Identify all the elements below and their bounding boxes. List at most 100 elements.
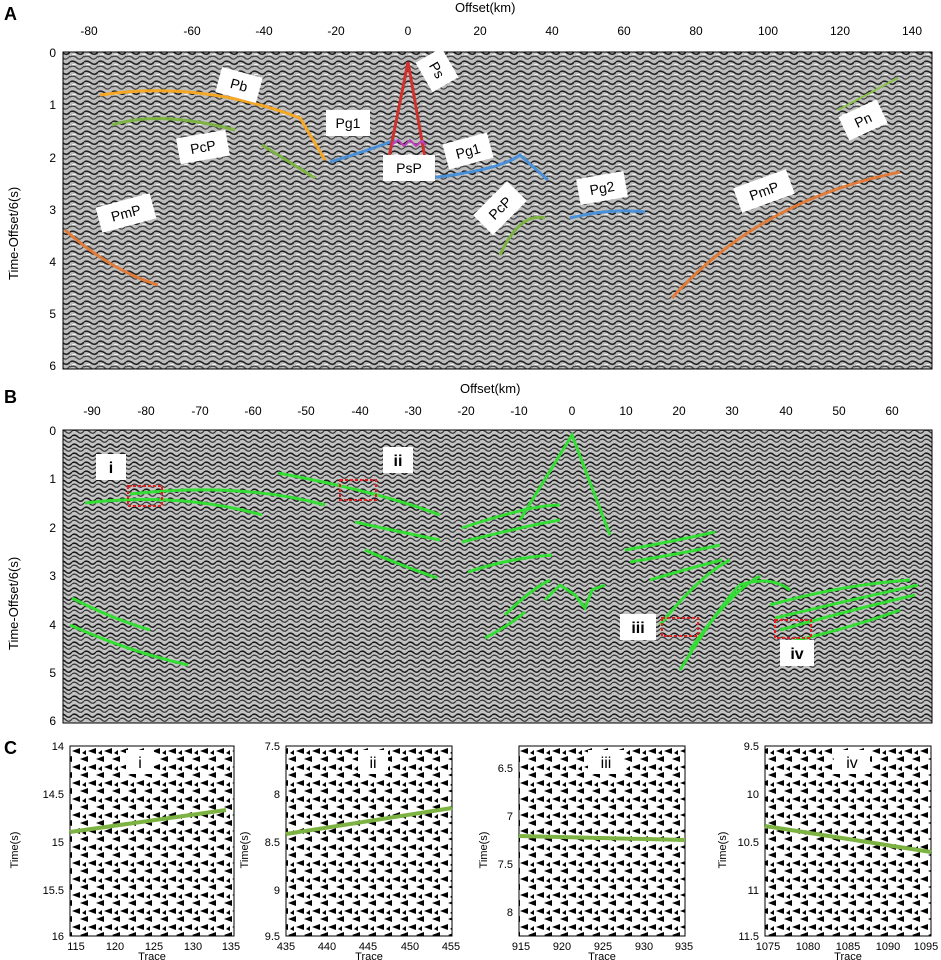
b-pick: [69, 623, 189, 667]
ps-curve: [386, 61, 430, 176]
c-xtick: 440: [318, 941, 336, 953]
c-xtitle: Trace: [834, 951, 862, 960]
c-xtick: 1075: [756, 941, 780, 953]
c-xtick: 135: [222, 941, 240, 953]
subpanel-iv: iv 9.5 10 10.5 11 11.5 1075 1080 1085 10…: [717, 741, 938, 960]
box-i: [127, 485, 163, 507]
b-xtick: -30: [404, 404, 422, 418]
b-pick: [769, 578, 911, 607]
c-ytick: 14: [52, 741, 64, 753]
c-xtick: 1090: [876, 941, 900, 953]
label-psp: PsP: [396, 160, 422, 176]
pg1-curve-right: [429, 153, 549, 182]
panel-b-letter: B: [4, 387, 17, 407]
c-ytick: 10: [747, 789, 759, 801]
c-xtick: 120: [106, 941, 124, 953]
box-ii: [339, 479, 377, 501]
b-pick: [543, 583, 606, 612]
b-xtick: 60: [885, 404, 899, 418]
box-iii: [661, 617, 699, 637]
a-xtick: 60: [617, 24, 631, 38]
c-ytick: 8: [507, 907, 513, 919]
a-xtick: -60: [183, 24, 201, 38]
a-ytick: 3: [49, 203, 56, 217]
b-xtick: 50: [832, 404, 846, 418]
a-xtick: -40: [255, 24, 273, 38]
c-ytick: 10.5: [738, 837, 759, 849]
panel-c-plots: i 14 14.5 15 15.5 16 115 120 125 130 135…: [9, 741, 938, 960]
a-ytick: 6: [49, 359, 56, 373]
a-ytick: 0: [49, 46, 56, 60]
panel-a-x-title: Offset(km): [455, 0, 516, 15]
pcp-curve-left: [111, 117, 236, 132]
c-ytick: 8.5: [265, 837, 280, 849]
panel-b-x-title: Offset(km): [460, 381, 521, 396]
c-ytick: 7: [507, 811, 513, 823]
pb-curve: [99, 89, 327, 161]
c-xtick: 125: [145, 941, 163, 953]
c-xtick: 930: [635, 941, 653, 953]
c-ytitle: Time(s): [239, 832, 251, 869]
b-ytick: 6: [49, 714, 56, 728]
b-pick: [658, 558, 731, 626]
b-xtick: -90: [83, 404, 101, 418]
pcp-curve-right: [498, 215, 546, 256]
pmp-curve-left: [64, 228, 159, 287]
c-pick-line: [518, 834, 686, 842]
c-xtick: 1095: [914, 941, 938, 953]
c-xtick: 445: [359, 941, 377, 953]
c-ytick: 11.5: [738, 931, 759, 943]
b-xtick: -50: [297, 404, 315, 418]
c-ytick: 9: [274, 885, 280, 897]
c-xtick: 115: [67, 941, 85, 953]
c-ytitle: Time(s): [9, 832, 21, 869]
a-xtick: 100: [758, 24, 778, 38]
c-label-iv: iv: [846, 755, 858, 772]
label-pn: Pn: [852, 109, 874, 131]
label-pcp-left: PcP: [189, 137, 217, 157]
c-xtick: 435: [277, 941, 295, 953]
pcp-curve-left2: [261, 143, 316, 180]
c-ytick: 9.5: [265, 931, 280, 943]
label-pb: Pb: [229, 75, 250, 95]
c-label-iii: iii: [601, 755, 612, 772]
a-ytick: 5: [49, 307, 56, 321]
c-ytick: 8: [274, 789, 280, 801]
label-pg2: Pg2: [588, 178, 616, 198]
a-xtick: 80: [689, 24, 703, 38]
c-xtitle: Trace: [355, 951, 383, 960]
b-pick: [774, 583, 919, 620]
b-ytick: 0: [49, 424, 56, 438]
c-xtick: 915: [512, 941, 530, 953]
b-xtick: -40: [351, 404, 369, 418]
b-pick: [71, 596, 151, 632]
c-ytick: 11: [748, 885, 759, 897]
a-xtick: -80: [80, 24, 98, 38]
panel-c-letter: C: [4, 738, 17, 758]
b-xtick: -70: [191, 404, 209, 418]
b-pick: [364, 548, 438, 580]
b-pick: [629, 543, 721, 564]
c-ytick: 7.5: [498, 859, 513, 871]
a-xtick: 0: [405, 24, 412, 38]
a-ytick: 2: [49, 151, 56, 165]
b-pick: [277, 471, 441, 517]
c-ytitle: Time(s): [478, 832, 490, 869]
b-pick: [461, 518, 561, 544]
subpanel-ii: ii 7.5 8 8.5 9 9.5 435 440 445 450 455 T…: [239, 741, 460, 960]
pg1-curve-left: [329, 138, 396, 164]
label-pg1-left: Pg1: [336, 115, 361, 131]
label-ps: Ps: [426, 59, 448, 81]
b-xtick: 40: [779, 404, 793, 418]
c-xtick: 455: [442, 941, 460, 953]
c-xtick: 925: [594, 941, 612, 953]
a-xtick: 20: [473, 24, 487, 38]
label-pg1-right: Pg1: [454, 140, 482, 162]
b-pick: [649, 558, 723, 582]
subpanel-iii: iii 6.5 7 7.5 8 915 920 925 930 935 Trac…: [478, 745, 693, 960]
a-xtick: 120: [830, 24, 850, 38]
c-xtick: 920: [553, 941, 571, 953]
a-xtick: 40: [545, 24, 559, 38]
c-xtick: 130: [184, 941, 202, 953]
c-pick-line: [69, 808, 227, 834]
